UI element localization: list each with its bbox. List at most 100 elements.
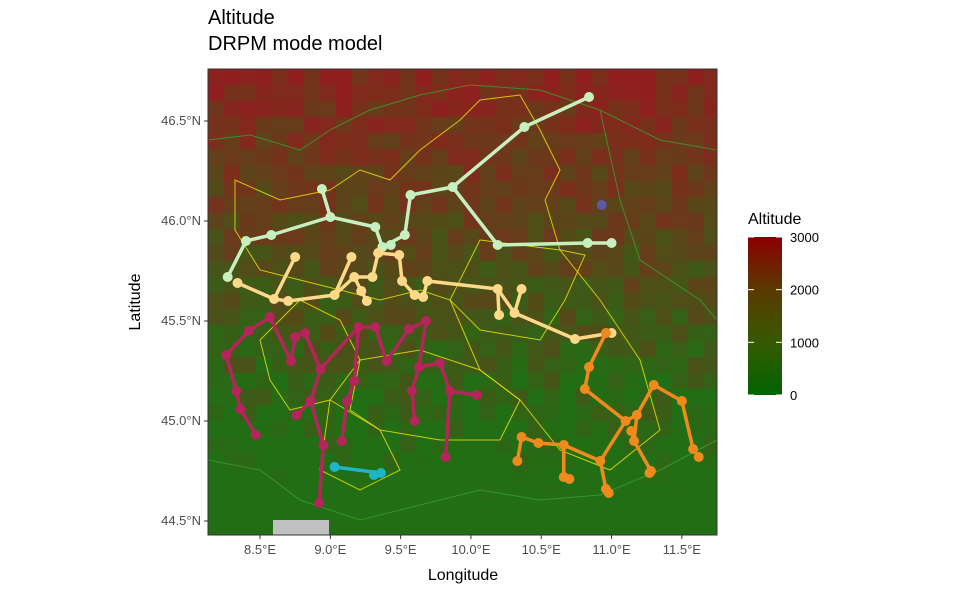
raster-cell bbox=[512, 149, 528, 165]
cluster-edge bbox=[238, 407, 258, 437]
raster-cell bbox=[704, 133, 717, 149]
raster-cell bbox=[672, 293, 688, 309]
raster-cell bbox=[688, 373, 704, 389]
cluster-5 bbox=[329, 462, 386, 480]
raster-cell bbox=[512, 501, 528, 517]
raster-cell bbox=[656, 325, 672, 341]
raster-cell bbox=[528, 501, 544, 517]
raster-cell bbox=[608, 69, 624, 85]
raster-cell bbox=[368, 405, 384, 421]
raster-cell bbox=[464, 245, 480, 261]
raster-cell bbox=[448, 533, 464, 535]
raster-cell bbox=[640, 293, 656, 309]
raster-cell bbox=[512, 533, 528, 535]
raster-cell bbox=[272, 261, 288, 277]
raster-cell bbox=[576, 437, 592, 453]
raster-cell bbox=[704, 501, 717, 517]
station-point bbox=[595, 456, 606, 466]
raster-cell bbox=[320, 373, 336, 389]
raster-cell bbox=[224, 85, 240, 101]
raster-cell bbox=[368, 453, 384, 469]
raster-cell bbox=[704, 117, 717, 133]
raster-cell bbox=[352, 181, 368, 197]
station-point bbox=[283, 296, 294, 306]
station-point bbox=[318, 440, 329, 450]
raster-cell bbox=[592, 357, 608, 373]
raster-cell bbox=[512, 469, 528, 485]
raster-cell bbox=[672, 453, 688, 469]
station-point bbox=[447, 182, 458, 192]
raster-cell bbox=[208, 149, 224, 165]
raster-cell bbox=[352, 405, 368, 421]
raster-cell bbox=[688, 149, 704, 165]
raster-cell bbox=[576, 197, 592, 213]
raster-cell bbox=[608, 261, 624, 277]
raster-cell bbox=[608, 85, 624, 101]
raster-cell bbox=[224, 309, 240, 325]
raster-cell bbox=[240, 133, 256, 149]
raster-cell bbox=[336, 469, 352, 485]
raster-cell bbox=[224, 533, 240, 535]
raster-cell bbox=[624, 533, 640, 535]
raster-cell bbox=[320, 245, 336, 261]
raster-cell bbox=[544, 405, 560, 421]
station-point bbox=[314, 498, 325, 508]
raster-cell bbox=[256, 453, 272, 469]
raster-cell bbox=[640, 261, 656, 277]
raster-cell bbox=[560, 149, 576, 165]
raster-cell bbox=[416, 485, 432, 501]
raster-cell bbox=[352, 421, 368, 437]
raster-cell bbox=[672, 485, 688, 501]
raster-cell bbox=[544, 501, 560, 517]
raster-cell bbox=[256, 501, 272, 517]
raster-cell bbox=[704, 357, 717, 373]
raster-cell bbox=[384, 213, 400, 229]
raster-cell bbox=[704, 181, 717, 197]
raster-cell bbox=[688, 117, 704, 133]
raster-cell bbox=[464, 485, 480, 501]
raster-cell bbox=[560, 197, 576, 213]
raster-cell bbox=[256, 357, 272, 373]
station-point bbox=[533, 438, 544, 448]
station-point bbox=[603, 488, 614, 498]
raster-cell bbox=[672, 165, 688, 181]
raster-cell bbox=[704, 245, 717, 261]
raster-cell bbox=[496, 421, 512, 437]
raster-cell bbox=[416, 389, 432, 405]
raster-cell bbox=[608, 309, 624, 325]
raster-cell bbox=[464, 421, 480, 437]
raster-cell bbox=[688, 213, 704, 229]
cluster-edge bbox=[328, 215, 378, 229]
raster-cell bbox=[480, 421, 496, 437]
raster-cell bbox=[480, 165, 496, 181]
raster-cell bbox=[448, 437, 464, 453]
x-tick-label: 10.0°E bbox=[451, 542, 491, 557]
raster-cell bbox=[640, 517, 656, 533]
raster-cell bbox=[400, 101, 416, 117]
raster-cell bbox=[208, 101, 224, 117]
cluster-edge bbox=[443, 389, 452, 459]
raster-cell bbox=[480, 533, 496, 535]
raster-cell bbox=[448, 341, 464, 357]
raster-cell bbox=[224, 149, 240, 165]
raster-cell bbox=[464, 117, 480, 133]
raster-cell bbox=[576, 405, 592, 421]
cluster-edge bbox=[332, 255, 354, 297]
raster-cell bbox=[224, 501, 240, 517]
raster-cell bbox=[528, 133, 544, 149]
raster-cell bbox=[512, 517, 528, 533]
raster-cell bbox=[224, 517, 240, 533]
raster-cell bbox=[304, 133, 320, 149]
raster-cell bbox=[288, 165, 304, 181]
raster-cell bbox=[592, 117, 608, 133]
raster-cell bbox=[592, 165, 608, 181]
raster-cell bbox=[560, 309, 576, 325]
raster-cell bbox=[592, 309, 608, 325]
raster-cell bbox=[240, 533, 256, 535]
raster-cell bbox=[240, 85, 256, 101]
raster-cell bbox=[272, 69, 288, 85]
raster-cell bbox=[640, 421, 656, 437]
raster-cell bbox=[272, 453, 288, 469]
raster-cell bbox=[480, 245, 496, 261]
x-axis: 8.5°E 9.0°E 9.5°E 10.0°E 10.5°E 11.0°E 11.5°E bbox=[244, 535, 701, 557]
